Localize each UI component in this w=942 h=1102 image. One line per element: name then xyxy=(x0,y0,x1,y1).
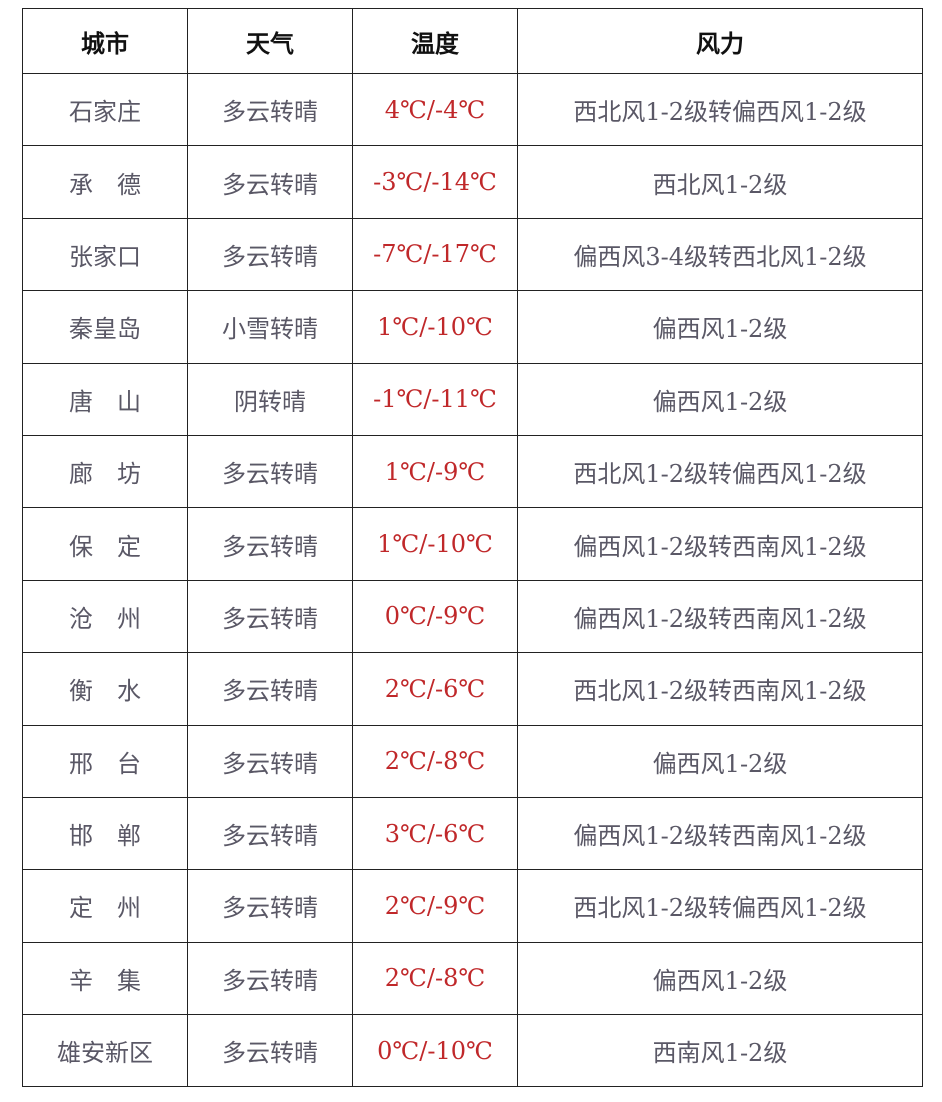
weather-cell: 多云转晴 xyxy=(187,796,353,871)
wind-cell: 偏西风1-2级转西南风1-2级 xyxy=(517,507,923,581)
table-row: 沧 州多云转晴 0℃/-9℃ 偏西风1-2级转西南风1-2级 xyxy=(22,579,923,654)
city-cell: 雄安新区 xyxy=(22,1014,188,1088)
temperature-cell: 3℃/-6℃ xyxy=(352,796,518,871)
table-row: 承 德多云转晴 -3℃/-14℃ 西北风1-2级 xyxy=(22,145,923,219)
weather-cell: 小雪转晴 xyxy=(187,290,353,364)
weather-forecast-table: 城市 天气 温度 风力 石家庄 多云转晴 4℃/-4℃ 西北风1-2级转偏西风1-2级… xyxy=(22,8,923,1088)
table-row: 张家口 多云转晴 -7℃/-17℃ 偏西风3-4级转西北风1-2级 xyxy=(22,217,923,292)
header-temperature: 温度 xyxy=(352,8,518,74)
temperature-cell: 2℃/-6℃ xyxy=(352,652,518,726)
table-row: 秦皇岛 小雪转晴 1℃/-10℃ 偏西风1-2级 xyxy=(22,290,923,364)
temperature-cell: 0℃/-10℃ xyxy=(352,1014,518,1088)
weather-cell: 阴转晴 xyxy=(187,362,353,436)
wind-cell: 偏西风1-2级 xyxy=(517,290,923,364)
weather-cell: 多云转晴 xyxy=(187,869,353,943)
header-wind: 风力 xyxy=(517,8,923,74)
temperature-cell: 0℃/-9℃ xyxy=(352,579,518,654)
wind-cell: 西北风1-2级 xyxy=(517,145,923,219)
weather-cell: 多云转晴 xyxy=(187,217,353,292)
weather-cell: 多云转晴 xyxy=(187,724,353,798)
city-cell: 邢 台 xyxy=(22,724,188,798)
table-row: 辛 集多云转晴 2℃/-8℃ 偏西风1-2级 xyxy=(22,941,923,1016)
city-cell: 秦皇岛 xyxy=(22,290,188,364)
wind-cell: 偏西风3-4级转西北风1-2级 xyxy=(517,217,923,292)
wind-cell: 西南风1-2级 xyxy=(517,1014,923,1088)
temperature-cell: 4℃/-4℃ xyxy=(352,72,518,147)
temperature-cell: 2℃/-8℃ xyxy=(352,941,518,1016)
table-row: 石家庄 多云转晴 4℃/-4℃ 西北风1-2级转偏西风1-2级 xyxy=(22,72,923,147)
weather-cell: 多云转晴 xyxy=(187,579,353,654)
temperature-cell: -3℃/-14℃ xyxy=(352,145,518,219)
weather-cell: 多云转晴 xyxy=(187,507,353,581)
city-cell: 廊 坊 xyxy=(22,434,188,509)
city-cell: 保 定 xyxy=(22,507,188,581)
temperature-cell: 2℃/-9℃ xyxy=(352,869,518,943)
table-row: 唐 山阴转晴 -1℃/-11℃ 偏西风1-2级 xyxy=(22,362,923,436)
header-weather: 天气 xyxy=(187,8,353,74)
weather-cell: 多云转晴 xyxy=(187,72,353,147)
table-header-row: 城市 天气 温度 风力 xyxy=(22,8,923,74)
city-cell: 石家庄 xyxy=(22,72,188,147)
city-cell: 衡 水 xyxy=(22,652,188,726)
city-cell: 沧 州 xyxy=(22,579,188,654)
city-cell: 定 州 xyxy=(22,869,188,943)
table-row: 雄安新区 多云转晴 0℃/-10℃ 西南风1-2级 xyxy=(22,1014,923,1088)
table-row: 邯 郸多云转晴 3℃/-6℃ 偏西风1-2级转西南风1-2级 xyxy=(22,796,923,871)
table-row: 邢 台多云转晴 2℃/-8℃ 偏西风1-2级 xyxy=(22,724,923,798)
table-row: 衡 水多云转晴 2℃/-6℃ 西北风1-2级转西南风1-2级 xyxy=(22,652,923,726)
header-city: 城市 xyxy=(22,8,188,74)
wind-cell: 西北风1-2级转偏西风1-2级 xyxy=(517,434,923,509)
temperature-cell: 1℃/-10℃ xyxy=(352,290,518,364)
wind-cell: 偏西风1-2级 xyxy=(517,362,923,436)
table-row: 定 州多云转晴 2℃/-9℃ 西北风1-2级转偏西风1-2级 xyxy=(22,869,923,943)
temperature-cell: -7℃/-17℃ xyxy=(352,217,518,292)
table-row: 廊 坊多云转晴 1℃/-9℃ 西北风1-2级转偏西风1-2级 xyxy=(22,434,923,509)
city-cell: 张家口 xyxy=(22,217,188,292)
temperature-cell: -1℃/-11℃ xyxy=(352,362,518,436)
wind-cell: 西北风1-2级转西南风1-2级 xyxy=(517,652,923,726)
city-cell: 承 德 xyxy=(22,145,188,219)
wind-cell: 偏西风1-2级转西南风1-2级 xyxy=(517,579,923,654)
temperature-cell: 1℃/-9℃ xyxy=(352,434,518,509)
city-cell: 唐 山 xyxy=(22,362,188,436)
temperature-cell: 1℃/-10℃ xyxy=(352,507,518,581)
weather-cell: 多云转晴 xyxy=(187,145,353,219)
weather-cell: 多云转晴 xyxy=(187,652,353,726)
weather-cell: 多云转晴 xyxy=(187,941,353,1016)
wind-cell: 偏西风1-2级 xyxy=(517,724,923,798)
wind-cell: 西北风1-2级转偏西风1-2级 xyxy=(517,869,923,943)
wind-cell: 偏西风1-2级转西南风1-2级 xyxy=(517,796,923,871)
temperature-cell: 2℃/-8℃ xyxy=(352,724,518,798)
weather-cell: 多云转晴 xyxy=(187,434,353,509)
table-row: 保 定多云转晴 1℃/-10℃ 偏西风1-2级转西南风1-2级 xyxy=(22,507,923,581)
city-cell: 辛 集 xyxy=(22,941,188,1016)
weather-cell: 多云转晴 xyxy=(187,1014,353,1088)
city-cell: 邯 郸 xyxy=(22,796,188,871)
wind-cell: 西北风1-2级转偏西风1-2级 xyxy=(517,72,923,147)
wind-cell: 偏西风1-2级 xyxy=(517,941,923,1016)
